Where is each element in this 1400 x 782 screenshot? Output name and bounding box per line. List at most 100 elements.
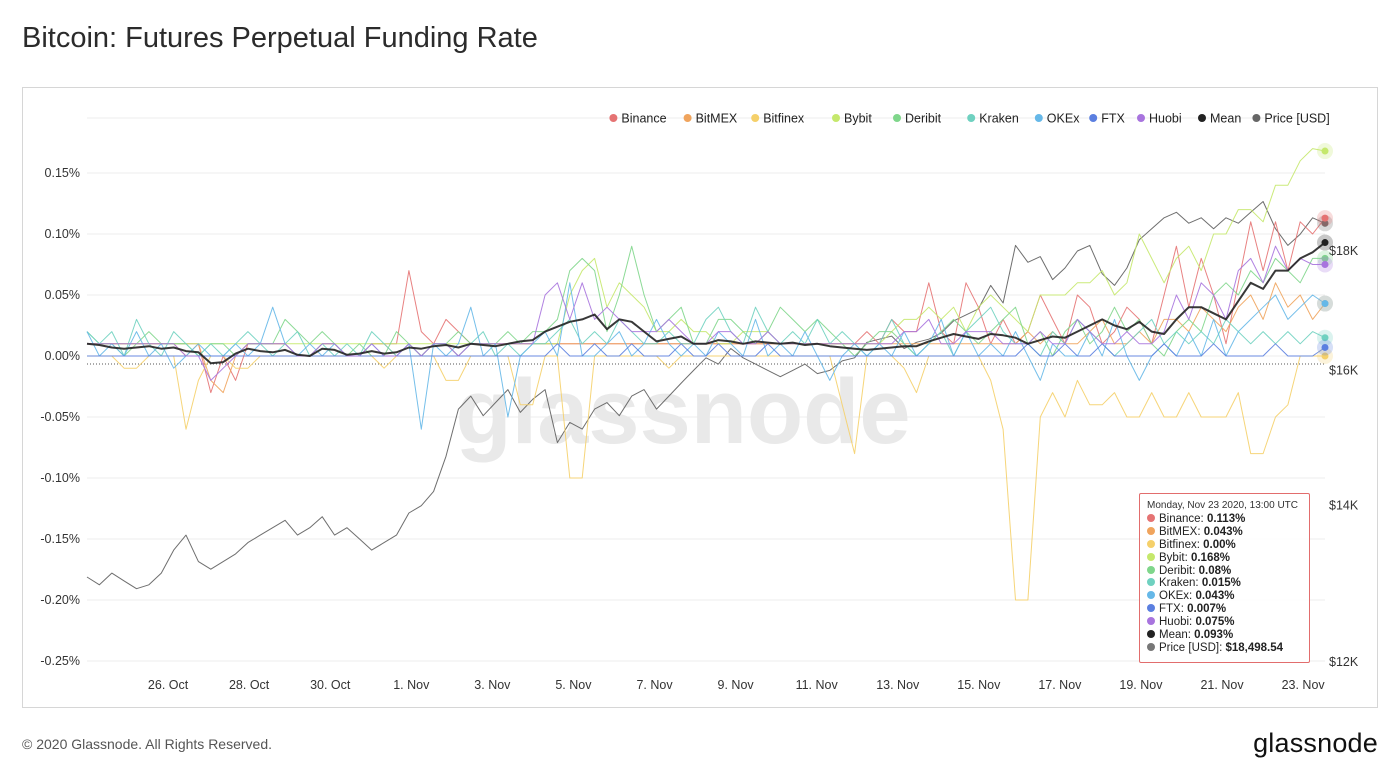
series-line-mean[interactable] <box>86 241 1326 365</box>
y-right-tick-label: $12K <box>1329 655 1359 669</box>
legend-label: Bybit <box>844 112 872 126</box>
tooltip-label: Huobi: <box>1159 616 1196 629</box>
tooltip-label: Kraken: <box>1159 577 1202 590</box>
legend[interactable]: Binance BitMEX Bitfinex Bybit Deribit Kraken O… <box>609 112 1330 126</box>
chart-svg: glassnode 0.15% 0.10% 0.05% 0.00% -0.05% -0.1… <box>40 112 1359 693</box>
legend-item-okex[interactable]: OKEx <box>1034 112 1080 126</box>
legend-label: FTX <box>1101 112 1125 126</box>
copyright-text: © 2020 Glassnode. All Rights Reserved. <box>22 736 273 752</box>
x-tick-label: 30. Oct <box>310 678 351 692</box>
series-line-kraken[interactable] <box>86 306 1326 357</box>
tooltip-value: 0.015% <box>1201 577 1241 590</box>
end-marker <box>1321 300 1329 308</box>
y-left-tick-label: 0.00% <box>45 349 80 363</box>
tooltip-row: Huobi: 0.075% <box>1147 616 1303 629</box>
y-left-tick-label: 0.05% <box>45 288 80 302</box>
legend-item-bitmex[interactable]: BitMEX <box>683 112 738 126</box>
x-tick-label: 9. Nov <box>718 678 755 692</box>
series-line-bybit[interactable] <box>87 148 1326 345</box>
legend-item-huobi[interactable]: Huobi <box>1137 112 1182 126</box>
x-tick-label: 28. Oct <box>229 678 270 692</box>
y-left-tick-label: -0.20% <box>40 593 80 607</box>
watermark: glassnode <box>455 361 910 463</box>
x-tick-label: 15. Nov <box>957 678 1001 692</box>
tooltip-row: Kraken: 0.015% <box>1147 577 1303 590</box>
tooltip-label: Mean: <box>1159 629 1195 642</box>
legend-swatch <box>1034 114 1043 122</box>
legend-swatch <box>1137 114 1145 122</box>
legend-item-ftx[interactable]: FTX <box>1089 112 1125 126</box>
legend-item-kraken[interactable]: Kraken <box>967 112 1019 126</box>
legend-swatch <box>1198 114 1206 122</box>
end-marker <box>1321 214 1329 222</box>
tooltip-dot <box>1147 514 1155 522</box>
tooltip-row: FTX: 0.007% <box>1147 603 1303 616</box>
legend-item-deribit[interactable]: Deribit <box>893 112 942 126</box>
legend-label: Huobi <box>1149 112 1182 126</box>
y-right-tick-label: $18K <box>1329 244 1359 258</box>
legend-label: Mean <box>1210 112 1241 126</box>
legend-item-price-usd[interactable]: Price [USD] <box>1252 112 1330 126</box>
end-marker <box>1321 334 1329 342</box>
legend-item-mean[interactable]: Mean <box>1198 112 1241 126</box>
tooltip-row: Deribit: 0.08% <box>1147 565 1303 578</box>
legend-label: Binance <box>621 112 666 126</box>
tooltip-row: Price [USD]: $18,498.54 <box>1147 642 1303 655</box>
x-tick-label: 17. Nov <box>1038 678 1082 692</box>
tooltip-label: OKEx: <box>1159 590 1196 603</box>
legend-swatch <box>751 114 760 122</box>
x-tick-label: 19. Nov <box>1119 678 1163 692</box>
end-marker <box>1321 239 1329 247</box>
legend-label: Bitfinex <box>763 112 805 126</box>
tooltip-row: Bitfinex: 0.00% <box>1147 539 1303 552</box>
end-marker <box>1321 261 1329 268</box>
tooltip-row: Bybit: 0.168% <box>1147 552 1303 565</box>
legend-swatch <box>832 114 840 122</box>
legend-label: Price [USD] <box>1264 112 1329 126</box>
tooltip-value: 0.113% <box>1206 513 1246 525</box>
legend-swatch <box>1252 114 1261 122</box>
x-tick-label: 1. Nov <box>393 678 430 692</box>
tooltip-value: 0.093% <box>1194 629 1234 642</box>
legend-swatch <box>1089 114 1098 122</box>
series-line-price-usd[interactable] <box>86 201 1326 590</box>
series-layer <box>86 148 1326 601</box>
tooltip-rows: Binance: 0.113% BitMEX: 0.043% Bitfinex: 0… <box>1147 513 1303 655</box>
y-left-tick-label: -0.15% <box>40 532 80 546</box>
tooltip-label: Bitfinex: <box>1159 538 1204 551</box>
tooltip-dot <box>1147 591 1155 600</box>
tooltip-dot <box>1147 642 1155 651</box>
legend-label: Deribit <box>905 112 942 126</box>
glassnode-logo[interactable]: glassnode <box>1253 728 1378 758</box>
tooltip-row: OKEx: 0.043% <box>1147 590 1303 603</box>
legend-label: Kraken <box>979 112 1019 126</box>
tooltip-date: Monday, Nov 23 2020, 13:00 UTC <box>1147 500 1299 511</box>
y-left-tick-label: -0.10% <box>40 471 80 485</box>
end-marker <box>1321 147 1329 155</box>
series-line-deribit[interactable] <box>86 245 1325 357</box>
tooltip-value: $18,498.54 <box>1225 641 1284 654</box>
x-tick-label: 21. Nov <box>1200 678 1244 692</box>
tooltip-row: BitMEX: 0.043% <box>1147 526 1303 539</box>
page-title: Bitcoin: Futures Perpetual Funding Rate <box>22 22 538 54</box>
legend-item-bitfinex[interactable]: Bitfinex <box>751 112 805 126</box>
legend-swatch <box>683 114 692 122</box>
series-line-ftx[interactable] <box>87 343 1326 357</box>
tooltip-dot <box>1147 617 1155 626</box>
legend-swatch <box>893 114 901 122</box>
y-left-tick-label: 0.15% <box>45 166 80 180</box>
tooltip-dot <box>1147 630 1155 639</box>
tooltip-dot <box>1147 539 1155 548</box>
x-tick-label: 13. Nov <box>876 678 920 692</box>
tooltip-label: Binance: <box>1159 513 1207 525</box>
end-marker <box>1321 219 1329 227</box>
tooltip-dot <box>1147 604 1155 613</box>
legend-item-bybit[interactable]: Bybit <box>832 112 872 126</box>
chart-frame: glassnode 0.15% 0.10% 0.05% 0.00% -0.05% -0.1… <box>22 87 1378 708</box>
x-axis: 26. Oct 28. Oct 30. Oct 1. Nov 3. Nov 5. Nov 7… <box>148 678 1325 692</box>
x-tick-label: 23. Nov <box>1282 678 1326 692</box>
y-left-tick-label: 0.10% <box>45 227 80 241</box>
legend-item-binance[interactable]: Binance <box>609 112 667 126</box>
tooltip-value: 0.08% <box>1198 564 1232 577</box>
legend-swatch <box>609 114 618 122</box>
